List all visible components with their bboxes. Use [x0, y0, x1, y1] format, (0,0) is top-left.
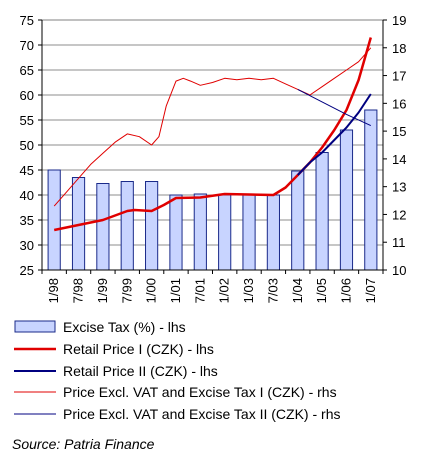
- bar: [339, 129, 354, 271]
- left-tick-label: 40: [20, 188, 34, 203]
- bar: [96, 183, 110, 271]
- left-tick-label: 45: [20, 163, 34, 178]
- x-tick-label: 1/03: [241, 278, 256, 303]
- left-tick-label: 75: [20, 13, 34, 28]
- right-tick-label: 18: [392, 41, 406, 56]
- bar: [364, 109, 378, 271]
- x-axis-ticks: 1/98 7/98 1/99 7/99 1/00 1/01 7/01 1/02 1/03 7/03…: [41, 269, 384, 303]
- bar: [315, 152, 329, 271]
- series-line: [297, 88, 372, 127]
- left-tick-label: 65: [20, 63, 34, 78]
- source-note: Source: Patria Finance: [12, 436, 155, 452]
- x-tick-label: 7/99: [119, 278, 134, 303]
- x-tick-label: 1/02: [217, 278, 232, 303]
- left-tick-label: 70: [20, 38, 34, 53]
- bar: [169, 194, 183, 271]
- legend-label: Retail Price II (CZK) - lhs: [63, 363, 218, 379]
- bar: [145, 181, 159, 271]
- left-tick-label: 55: [20, 113, 34, 128]
- legend-label: Price Excl. VAT and Excise Tax I (CZK) -…: [63, 384, 337, 400]
- bar: [120, 181, 134, 271]
- x-tick-label: 1/00: [144, 278, 159, 303]
- bar: [291, 170, 305, 271]
- excise-tax-bars: [47, 109, 378, 271]
- bar: [218, 194, 232, 271]
- x-tick-label: 1/01: [168, 278, 183, 303]
- left-tick-label: 30: [20, 238, 34, 253]
- x-tick-label: 1/98: [46, 278, 61, 303]
- x-tick-label: 1/04: [290, 278, 305, 303]
- series-line: [53, 37, 373, 232]
- left-tick-label: 25: [20, 263, 34, 278]
- right-tick-label: 12: [392, 207, 406, 222]
- right-tick-label: 15: [392, 124, 406, 139]
- right-axis-ticks: 10 11 12 13 14 15 16 17 18 19: [382, 13, 406, 278]
- legend-label: Retail Price I (CZK) - lhs: [63, 341, 214, 357]
- bar: [242, 194, 256, 271]
- x-tick-label: 1/06: [338, 278, 353, 303]
- x-tick-label: 1/99: [95, 278, 110, 303]
- right-tick-label: 14: [392, 152, 406, 167]
- left-axis-ticks: 25 30 35 40 45 50 55 60 65 70 75: [20, 13, 43, 278]
- legend-swatch: [14, 320, 56, 333]
- x-tick-label: 7/01: [192, 278, 207, 303]
- left-tick-label: 60: [20, 88, 34, 103]
- price-lines: [53, 37, 373, 232]
- right-tick-label: 11: [392, 235, 406, 250]
- x-tick-label: 7/03: [265, 278, 280, 303]
- x-tick-label: 1/07: [363, 278, 378, 303]
- right-tick-label: 19: [392, 13, 406, 28]
- left-tick-label: 50: [20, 138, 34, 153]
- bar: [193, 193, 207, 271]
- right-tick-label: 17: [392, 69, 406, 84]
- bar: [47, 169, 61, 271]
- series-line: [297, 93, 372, 176]
- legend: Excise Tax (%) - lhs Retail Price I (CZK)…: [14, 319, 340, 422]
- x-tick-label: 7/98: [71, 278, 86, 303]
- legend-label: Price Excl. VAT and Excise Tax II (CZK) …: [63, 406, 340, 422]
- right-tick-label: 13: [392, 180, 406, 195]
- bar: [266, 194, 280, 271]
- left-tick-label: 35: [20, 213, 34, 228]
- right-tick-label: 16: [392, 96, 406, 111]
- x-tick-label: 1/05: [314, 278, 329, 303]
- right-tick-label: 10: [392, 263, 406, 278]
- legend-label: Excise Tax (%) - lhs: [63, 319, 186, 335]
- series-line: [53, 47, 372, 207]
